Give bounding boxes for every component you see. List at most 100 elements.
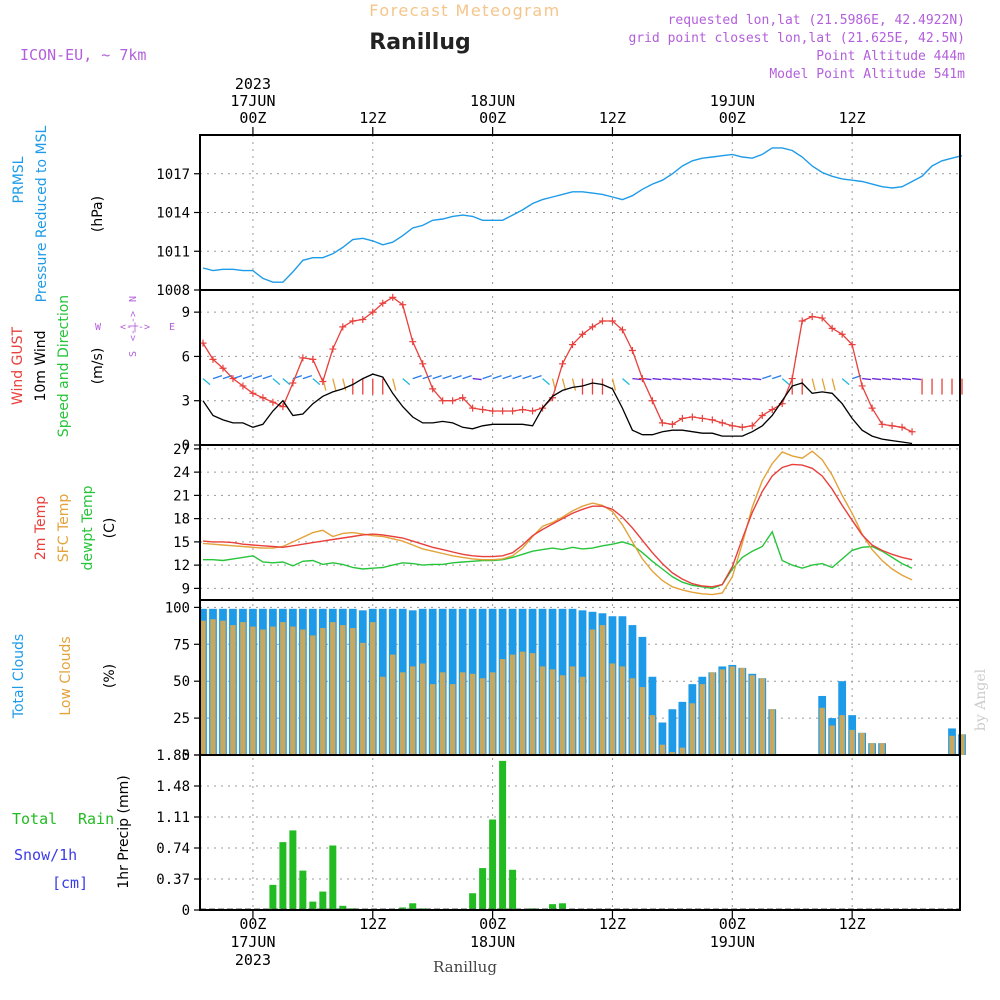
gust-marker [289, 379, 297, 387]
wind-arrow [502, 374, 512, 380]
gust-marker [449, 397, 457, 405]
low-cloud-bar [729, 666, 736, 755]
wind-arrow [622, 378, 630, 386]
gust-marker [419, 360, 427, 368]
y-tick-label: 0 [182, 903, 190, 919]
y-tick-label: 50 [173, 674, 190, 690]
gust-marker [259, 394, 267, 402]
total-cloud-bar [448, 608, 457, 755]
wind-arrow [342, 378, 347, 391]
low-cloud-bar [539, 666, 546, 755]
sfc-temp-line [202, 450, 913, 596]
gust-marker [309, 355, 317, 363]
wind-arrow [911, 377, 922, 381]
y-tick-label: 1.11 [156, 810, 190, 826]
precip-rain-label: Rain [78, 810, 114, 828]
wind-arrow [652, 377, 662, 381]
rain-bar [319, 891, 327, 910]
wind-arrow [512, 374, 522, 380]
rain-bar [489, 819, 497, 910]
panel-frame-precipitation [199, 754, 961, 911]
wind-arrow [611, 378, 617, 391]
low-cloud-bar [449, 684, 456, 755]
compass-legend: W <-|-> E <-|-> N S [95, 296, 175, 357]
low-cloud-bar [469, 673, 476, 755]
compass-s: S [128, 351, 139, 357]
top-time-label: 00Z [239, 109, 266, 127]
low-cloud-bar [429, 684, 436, 755]
total-clouds-label: Total Clouds [11, 634, 27, 719]
low-cloud-bar [759, 678, 765, 755]
plot-layer: 1008101110141017036991215182124270255075… [156, 75, 966, 969]
wind-arrow [282, 378, 291, 386]
bottom-time-label: 19JUN [710, 933, 755, 951]
gust-marker [588, 323, 596, 331]
low-cloud-bar [250, 626, 256, 755]
low-cloud-bar [719, 669, 726, 755]
gust-marker [748, 422, 756, 430]
pressure-unit: (hPa) [90, 196, 106, 232]
gust-marker [878, 420, 886, 428]
low-cloud-bar [699, 684, 706, 755]
low-cloud-bar [290, 626, 296, 755]
y-tick-label: 1014 [156, 206, 190, 222]
low-cloud-bar [459, 672, 466, 755]
wind-arrow [672, 377, 682, 381]
gust-marker [618, 326, 626, 334]
dewpt-label: dewpt Temp [80, 485, 96, 570]
compass-arrows-v: <-|-> [128, 311, 139, 341]
y-tick-label: 24 [173, 465, 190, 481]
gust-marker [718, 419, 726, 427]
bottom-time-label: 12Z [599, 915, 626, 933]
low-cloud-bar [380, 676, 386, 755]
gust-marker [828, 324, 836, 332]
rain-bar [299, 870, 307, 910]
low-cloud-bar [300, 629, 306, 755]
low-cloud-bar [839, 715, 845, 755]
low-cloud-bar [709, 672, 716, 755]
low-cloud-bar [519, 651, 526, 755]
low-cloud-bar [230, 625, 236, 755]
low-cloud-bar [400, 672, 406, 755]
wind-arrow [892, 377, 902, 381]
wind-arrow [732, 377, 742, 381]
gust-marker [489, 407, 497, 415]
wind-arrow [472, 377, 482, 381]
low-cloud-bar [499, 659, 506, 755]
low-cloud-bar [959, 734, 965, 755]
wind-arrow [862, 377, 872, 381]
y-tick-label: 0.74 [156, 841, 190, 857]
wind-arrow [332, 378, 337, 391]
wind-arrow [482, 374, 492, 380]
bottom-time-label: 2023 [235, 951, 271, 969]
low-cloud-bar [270, 626, 276, 755]
y-tick-label: 1017 [156, 167, 190, 183]
wind-arrow [752, 377, 762, 381]
low-cloud-bar [669, 752, 676, 755]
wind-arrow [722, 377, 732, 381]
top-time-label: 00Z [719, 109, 746, 127]
gust-marker [459, 394, 467, 402]
y-tick-label: 12 [173, 558, 190, 574]
y-tick-label: 9 [182, 305, 190, 321]
rain-bar [279, 842, 287, 910]
bottom-location: Ranillug [433, 958, 497, 976]
y-tick-label: 25 [173, 711, 190, 727]
wind-arrow [841, 378, 850, 386]
low-cloud-bar [679, 747, 686, 755]
wind-unit: (m/s) [90, 348, 106, 385]
gust-marker [598, 317, 606, 325]
gust-marker [648, 397, 656, 405]
top-time-label: 2023 [235, 75, 271, 93]
gust-marker [299, 354, 307, 362]
low-cloud-bar [340, 625, 346, 755]
wind-arrow [272, 378, 281, 386]
wind-dir-label: Speed and Direction [56, 295, 72, 437]
low-cloud-bar [579, 676, 586, 755]
gust-marker [229, 375, 237, 383]
low-cloud-bar [879, 743, 885, 755]
gust-marker [808, 313, 816, 321]
low-cloud-bar [439, 672, 446, 755]
low-cloud-bar [639, 687, 646, 755]
location-title: Ranillug [369, 30, 470, 55]
